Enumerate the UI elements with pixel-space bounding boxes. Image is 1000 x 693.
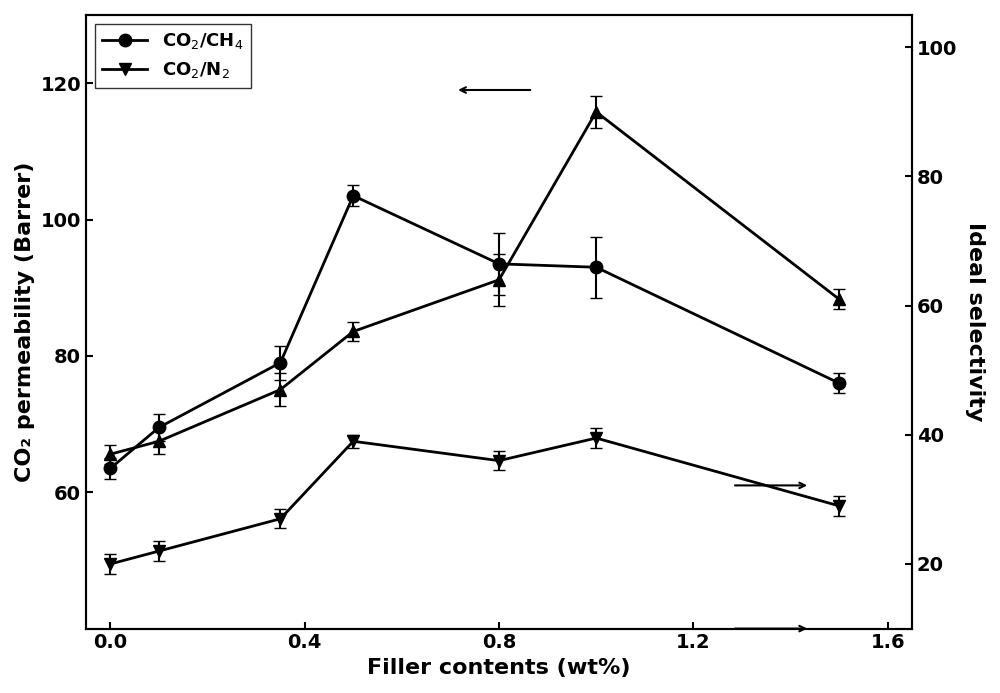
Y-axis label: CO₂ permeability (Barrer): CO₂ permeability (Barrer) [15, 161, 35, 482]
Legend: CO$_2$/CH$_4$, CO$_2$/N$_2$: CO$_2$/CH$_4$, CO$_2$/N$_2$ [95, 24, 251, 87]
Y-axis label: Ideal selectivity: Ideal selectivity [965, 222, 985, 421]
X-axis label: Filler contents (wt%): Filler contents (wt%) [367, 658, 631, 678]
